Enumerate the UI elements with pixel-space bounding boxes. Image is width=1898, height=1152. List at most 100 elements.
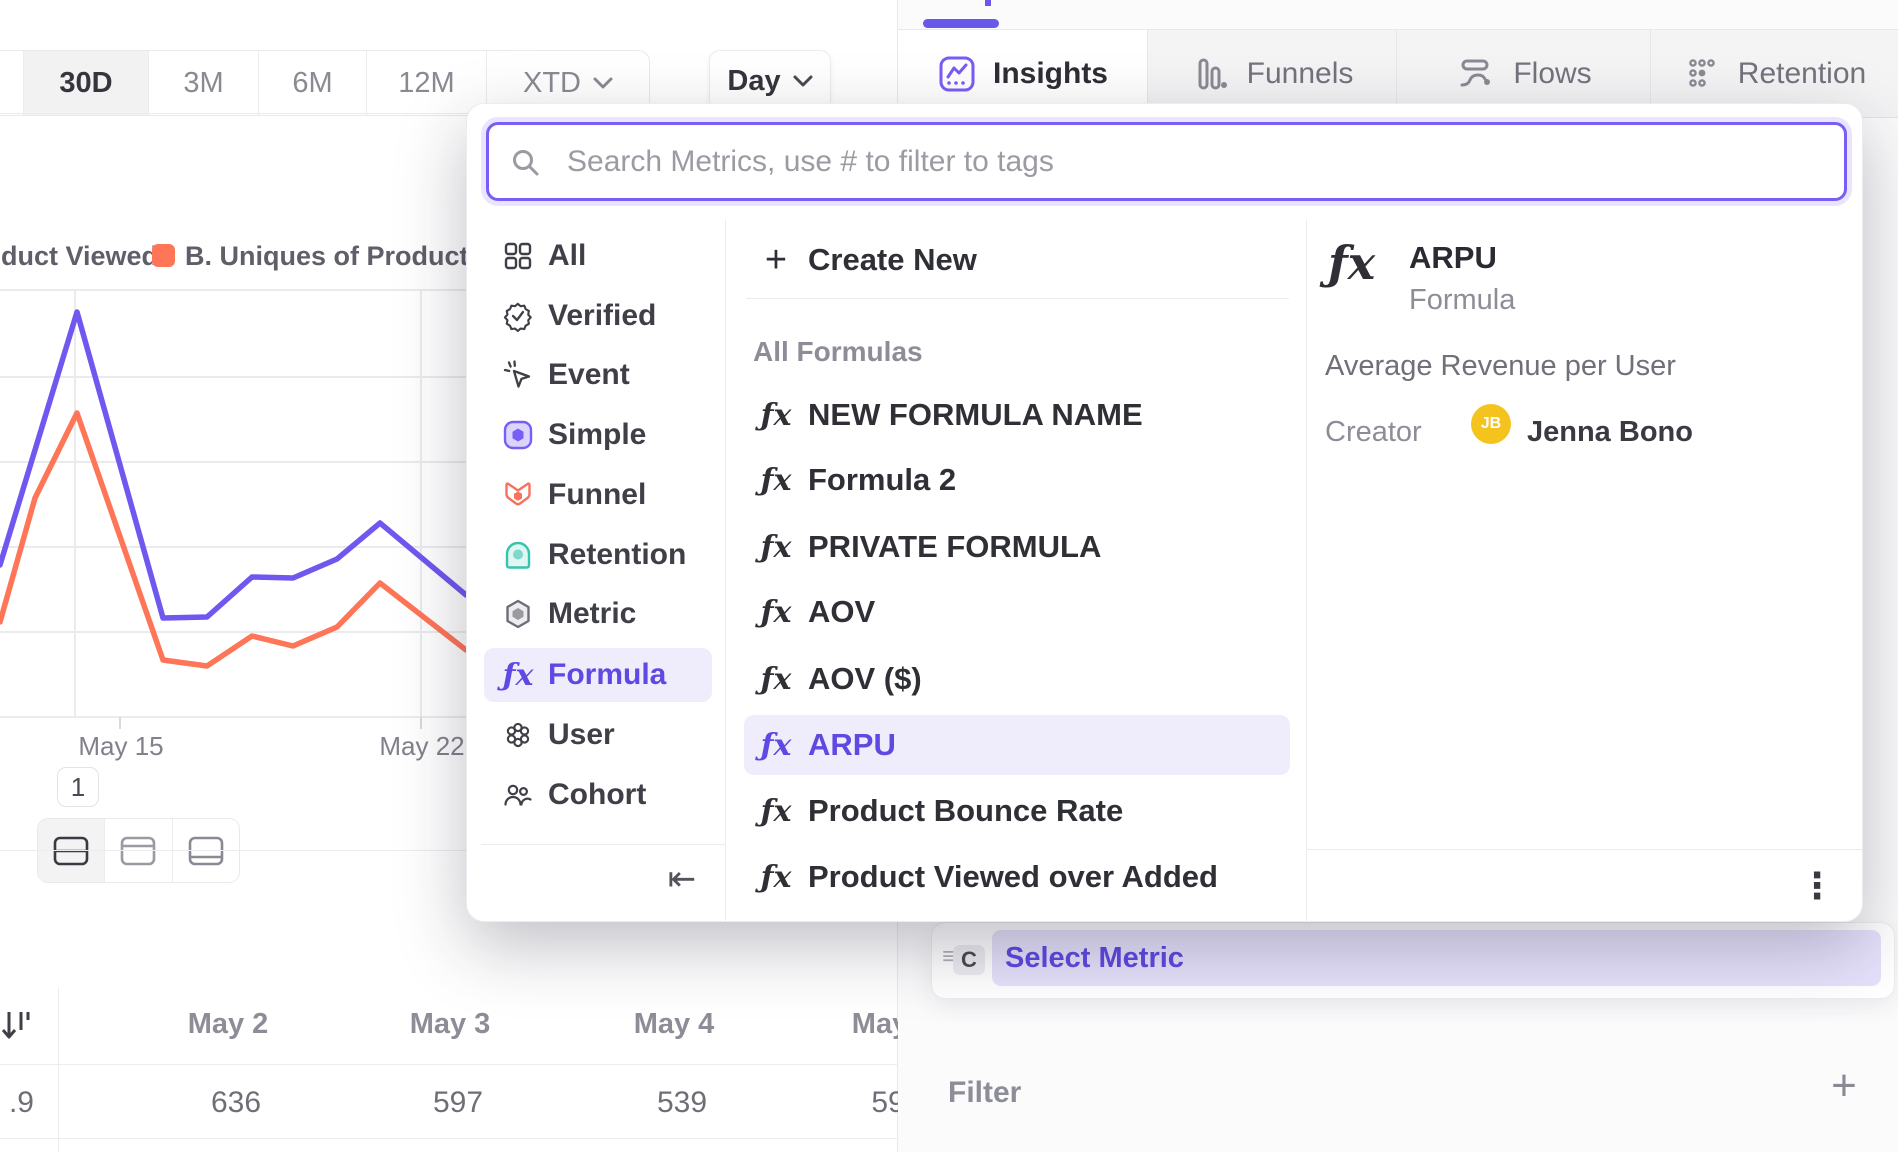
tab-retention-label: Retention (1737, 56, 1867, 90)
range-12m-label: 12M (398, 66, 455, 99)
chevron-down-icon (593, 77, 613, 89)
tab-insights[interactable]: Insights (898, 30, 1148, 117)
formula-item-label: ARPU (808, 727, 896, 762)
table-cell-may4: 539 (656, 1086, 708, 1119)
category-simple[interactable]: Simple (484, 408, 712, 462)
table-header-may3[interactable]: May 3 (409, 1008, 491, 1040)
trend-chart[interactable] (0, 280, 898, 730)
filter-section-label: Filter (948, 1076, 1022, 1109)
category-verified[interactable]: Verified (484, 289, 712, 343)
search-icon (513, 149, 539, 175)
metric-picker-modal: Search Metrics, use # to filter to tags … (466, 103, 1863, 922)
verified-badge-icon (501, 299, 535, 333)
table-cell-partial: .9 (8, 1086, 34, 1119)
category-user-label: User (548, 718, 615, 751)
pagination-button[interactable]: 1 (57, 767, 99, 807)
sidebar-list-divider (725, 220, 726, 922)
simple-metric-icon (501, 418, 535, 452)
formula-item-formula-2[interactable]: ƒx Formula 2 (744, 450, 1290, 510)
metric-letter-badge: C (953, 945, 985, 975)
tab-flows[interactable]: Flows (1397, 30, 1651, 117)
formula-item-label: Product Viewed over Added (808, 859, 1218, 894)
metric-search-input[interactable]: Search Metrics, use # to filter to tags (486, 122, 1847, 201)
formula-item-arpu-selected[interactable]: ƒx ARPU (744, 715, 1290, 775)
create-new-button[interactable]: + Create New (744, 232, 1290, 288)
more-options-kebab-icon[interactable]: ⋮ (1799, 865, 1835, 907)
category-simple-label: Simple (548, 418, 647, 451)
range-30d-button[interactable]: 30D (24, 51, 149, 115)
category-all[interactable]: All (484, 229, 712, 283)
create-new-label: Create New (808, 242, 977, 277)
drag-handle-icon[interactable]: ≡ (941, 943, 956, 970)
category-funnel-label: Funnel (548, 478, 647, 511)
category-event-label: Event (548, 358, 630, 391)
formula-item-private-formula[interactable]: ƒx PRIVATE FORMULA (744, 517, 1290, 577)
tab-funnels[interactable]: Funnels (1148, 30, 1397, 117)
granularity-label: Day (727, 64, 781, 97)
category-formula-label: Formula (548, 658, 667, 691)
range-xtd-button[interactable]: XTD (487, 51, 649, 115)
detail-title: ARPU (1409, 240, 1497, 275)
tab-retention[interactable]: Retention (1651, 30, 1897, 117)
event-cursor-icon (501, 358, 535, 392)
table-cell-may2: 636 (210, 1086, 262, 1119)
tab-funnels-label: Funnels (1246, 56, 1354, 90)
list-detail-divider (1306, 220, 1307, 922)
detail-footer-divider (1306, 849, 1863, 850)
range-6m-label: 6M (292, 66, 333, 99)
formula-item-label: PRIVATE FORMULA (808, 529, 1102, 564)
category-cohort[interactable]: Cohort (484, 768, 712, 822)
metric-builder-card: ≡ C Select Metric (931, 922, 1895, 999)
flows-stream-icon (1460, 59, 1491, 86)
active-tab-indicator (923, 19, 999, 28)
formula-item-aov-dollar[interactable]: ƒx AOV ($) (744, 649, 1290, 709)
creator-label: Creator (1325, 416, 1422, 448)
creator-name: Jenna Bono (1527, 416, 1693, 448)
table-header-may2[interactable]: May 2 (187, 1008, 269, 1040)
formula-item-label: AOV ($) (808, 661, 922, 696)
chart-table-divider (0, 850, 898, 851)
fx-icon: ƒx (760, 462, 792, 498)
formula-item-new-formula-name[interactable]: ƒx NEW FORMULA NAME (744, 385, 1290, 445)
top-purple-tick (985, 0, 991, 6)
formula-item-label: AOV (808, 594, 876, 629)
category-verified-label: Verified (548, 299, 657, 332)
table-frozen-column-divider (58, 988, 59, 1152)
range-3m-button[interactable]: 3M (149, 51, 259, 115)
range-partial-button[interactable] (0, 51, 24, 115)
formula-item-label: Product Bounce Rate (808, 793, 1124, 828)
sort-descending-icon[interactable] (2, 1008, 32, 1044)
select-metric-label: Select Metric (1005, 941, 1184, 974)
creator-avatar: JB (1471, 404, 1511, 444)
formula-item-aov[interactable]: ƒx AOV (744, 582, 1290, 642)
category-cohort-label: Cohort (548, 778, 647, 811)
collapse-sidebar-icon[interactable]: ⇤ (667, 859, 697, 899)
fx-icon: ƒx (760, 859, 792, 895)
category-user[interactable]: User (484, 708, 712, 762)
tab-flows-label: Flows (1513, 56, 1592, 90)
formula-item-label: NEW FORMULA NAME (808, 397, 1143, 432)
legend-series-a-label[interactable]: duct Viewed (1, 241, 159, 271)
retention-dots-icon (1688, 58, 1715, 87)
all-formulas-label: All Formulas (753, 336, 923, 367)
range-xtd-label: XTD (523, 66, 581, 99)
range-6m-button[interactable]: 6M (259, 51, 367, 115)
insights-chart-icon (939, 56, 975, 91)
formula-item-product-viewed-over-added[interactable]: ƒx Product Viewed over Added (744, 847, 1290, 907)
table-header-may4[interactable]: May 4 (633, 1008, 715, 1040)
category-event[interactable]: Event (484, 348, 712, 402)
formula-item-product-bounce-rate[interactable]: ƒx Product Bounce Rate (744, 781, 1290, 841)
table-cell-may3: 597 (432, 1086, 484, 1119)
tab-insights-label: Insights (992, 56, 1108, 90)
category-funnel[interactable]: Funnel (484, 468, 712, 522)
category-retention[interactable]: Retention (484, 528, 712, 582)
category-metric[interactable]: Metric (484, 587, 712, 641)
metric-hexagon-icon (501, 597, 535, 631)
select-metric-field[interactable]: Select Metric (992, 930, 1881, 986)
add-filter-button[interactable]: + (1831, 1061, 1857, 1110)
fx-icon: ƒx (760, 661, 792, 697)
category-formula[interactable]: ƒx Formula (484, 648, 712, 702)
sidebar-bottom-divider (481, 844, 725, 845)
range-12m-button[interactable]: 12M (367, 51, 487, 115)
funnel-metric-icon (501, 478, 535, 512)
